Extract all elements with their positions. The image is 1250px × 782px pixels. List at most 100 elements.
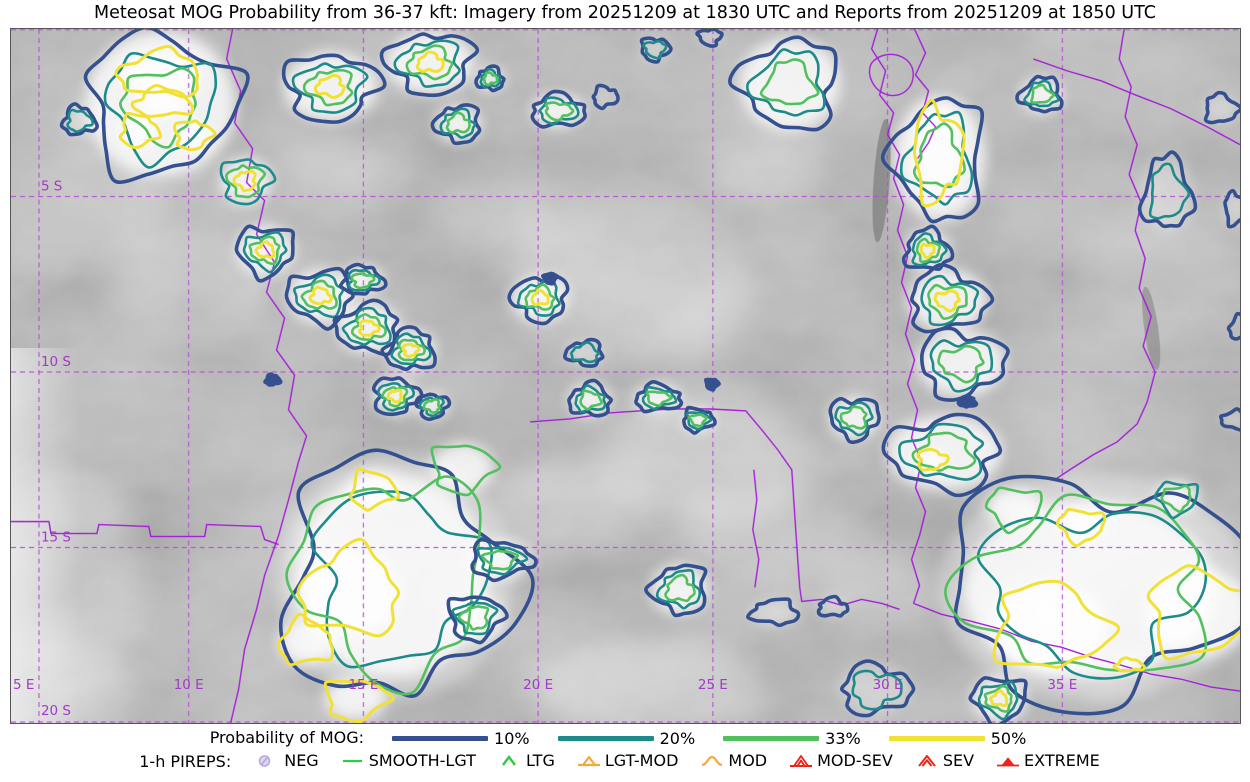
probability-contour-1 xyxy=(446,595,509,645)
pirep-legend-item: MOD xyxy=(700,751,767,770)
pirep-legend-item: SEV xyxy=(915,751,974,770)
probability-contour-3 xyxy=(1030,83,1056,104)
double-caret-icon xyxy=(915,753,943,769)
probability-line-swatch xyxy=(557,736,654,741)
probability-contour-1 xyxy=(281,53,387,124)
probability-contour-3 xyxy=(285,475,482,696)
probability-contour-2 xyxy=(390,332,432,366)
lat-label: 5 S xyxy=(41,180,62,195)
lon-label: 25 E xyxy=(698,678,728,693)
probability-contour-1 xyxy=(644,563,708,618)
probability-contour-3 xyxy=(300,279,338,310)
neg-icon xyxy=(256,753,284,769)
probability-contour-3 xyxy=(839,405,868,430)
probability-contour-4 xyxy=(1112,656,1147,673)
probability-contour-4 xyxy=(933,289,961,313)
probability-contour-3 xyxy=(457,605,490,631)
probability-line-swatch xyxy=(392,736,489,741)
ocean-stratus-band xyxy=(11,348,81,723)
probability-contour-1 xyxy=(1218,407,1240,432)
probability-contour-2 xyxy=(310,490,493,669)
probability-contour-2 xyxy=(641,386,678,411)
probability-contour-4 xyxy=(1056,507,1107,548)
probability-contour-3 xyxy=(937,344,985,384)
probability-contour-2 xyxy=(574,384,607,414)
probability-contour-2 xyxy=(219,158,277,206)
mog-legend-item: 10% xyxy=(392,729,530,748)
probability-contour-4 xyxy=(919,242,936,260)
hump-icon xyxy=(700,753,728,769)
pirep-label: SMOOTH-LGT xyxy=(368,751,476,770)
probability-contour-4 xyxy=(358,319,381,337)
probability-contour-1 xyxy=(380,325,437,372)
country-border-line xyxy=(225,29,308,723)
probability-contour-3 xyxy=(302,68,354,107)
probability-contour-1 xyxy=(332,298,400,357)
pirep-legend-item: SMOOTH-LGT xyxy=(341,751,476,770)
probability-contour-1 xyxy=(1203,90,1240,125)
lat-label: 15 S xyxy=(41,531,71,546)
probability-contour-2 xyxy=(976,510,1208,680)
mog-legend-item: 33% xyxy=(723,729,861,748)
lat-label: 20 S xyxy=(41,704,71,719)
probability-contour-2 xyxy=(851,669,903,711)
probability-contour-2 xyxy=(103,51,218,169)
probability-contour-2 xyxy=(977,680,1019,721)
probability-contour-2 xyxy=(291,62,369,114)
probability-contour-3 xyxy=(350,313,387,341)
probability-contour-4 xyxy=(912,98,966,208)
tri-caret-icon xyxy=(789,753,817,769)
country-border-line xyxy=(1052,29,1156,482)
mog-legend-item: 20% xyxy=(557,729,695,748)
probability-contour-4 xyxy=(308,285,333,306)
probability-contour-4 xyxy=(254,240,276,259)
probability-contour-1 xyxy=(234,224,296,283)
probability-contour-2 xyxy=(898,422,985,481)
probability-contour-2 xyxy=(929,339,994,393)
probability-contour-2 xyxy=(899,110,974,206)
probability-contour-3 xyxy=(119,66,197,149)
pirep-label: SEV xyxy=(942,751,975,770)
probability-contour-4 xyxy=(916,447,950,472)
probability-contour-2 xyxy=(570,341,601,364)
pirep-label: EXTREME xyxy=(1024,751,1100,770)
probability-contour-3 xyxy=(1160,484,1192,514)
probability-contour-1 xyxy=(1223,188,1240,229)
probability-contour-1 xyxy=(816,594,850,618)
probability-contour-3 xyxy=(911,431,977,472)
probability-contour-1 xyxy=(567,378,614,418)
probability-contour-3 xyxy=(248,235,281,265)
country-border-line xyxy=(913,602,1240,692)
probability-contour-1 xyxy=(263,372,283,387)
probability-contour-4 xyxy=(415,50,445,74)
lon-label: 5 E xyxy=(13,678,34,693)
probability-contour-4 xyxy=(323,679,395,723)
probability-label: 33% xyxy=(825,729,861,748)
probability-contour-1 xyxy=(881,412,1003,498)
probability-contour-1 xyxy=(919,326,1010,402)
probability-label: 10% xyxy=(494,729,530,748)
pireps-legend-caption: 1-h PIREPS: xyxy=(139,752,232,772)
probability-contour-2 xyxy=(66,108,94,133)
probability-contour-2 xyxy=(911,232,948,267)
probability-contour-4 xyxy=(313,73,346,99)
probability-contour-3 xyxy=(405,44,454,81)
ambient-cloud-patches xyxy=(11,128,1240,723)
mog-legend-row: Probability of MOG: 10% 20% 33% 50% xyxy=(210,726,1041,749)
lon-label: 20 E xyxy=(523,678,553,693)
probability-contour-1 xyxy=(728,35,838,132)
line-icon xyxy=(341,753,369,769)
tri-filled-icon xyxy=(996,753,1024,769)
probability-contour-1 xyxy=(379,32,480,98)
pirep-label: NEG xyxy=(284,751,319,770)
probability-contour-3 xyxy=(381,385,409,408)
probability-contour-3 xyxy=(524,283,556,311)
country-border-line xyxy=(752,469,760,588)
page-title: Meteosat MOG Probability from 36-37 kft:… xyxy=(94,3,1156,23)
probability-contour-4 xyxy=(1146,564,1240,661)
probability-contour-2 xyxy=(1023,79,1060,108)
country-border-line xyxy=(913,29,937,160)
probability-contour-1 xyxy=(1137,150,1198,229)
probability-contour-4 xyxy=(401,342,421,359)
probability-contour-1 xyxy=(591,83,620,111)
